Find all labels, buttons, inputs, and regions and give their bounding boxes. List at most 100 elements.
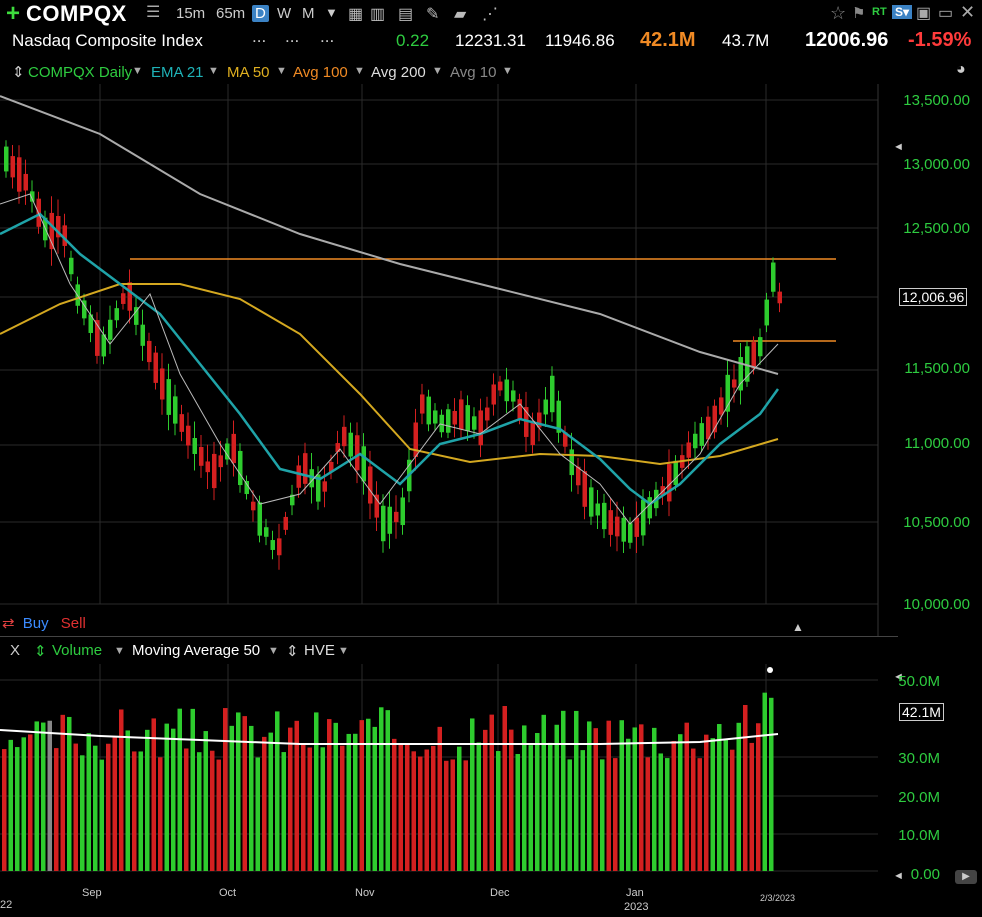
candle-body [433, 410, 438, 424]
avg10-line [0, 193, 779, 525]
volume-axis-bottom-marker-icon: ◄ [893, 870, 904, 879]
volume-bar [671, 741, 676, 871]
study-main[interactable]: COMPQX Daily [28, 63, 133, 81]
avg100-dropdown-icon[interactable]: ▼ [354, 65, 365, 77]
scroll-right-button[interactable]: ▶ [955, 870, 977, 884]
candle-body [56, 216, 61, 238]
top-toolbar: + COMPQX ☰ 15m 65m D W M ▼ ▦ ▥ ▤ ✎ ▰ ⋰ ☆… [0, 0, 982, 28]
timeframe-65m[interactable]: 65m [216, 5, 246, 22]
layout-icon[interactable]: ▤ [398, 6, 414, 23]
plus-icon[interactable]: + [6, 0, 21, 27]
candle-body [543, 399, 548, 415]
volume-bar [145, 729, 150, 871]
star-icon[interactable]: ☆ [830, 3, 847, 23]
study-main-dropdown-icon[interactable]: ▼ [132, 65, 143, 77]
timeframe-m[interactable]: M [302, 5, 315, 22]
candle-body [582, 471, 587, 507]
avg-volume-value: 43.7M [722, 31, 770, 50]
updown-arrows-icon[interactable]: ⇕ [12, 64, 25, 81]
candle-body [615, 516, 620, 537]
price-chart[interactable]: ◄ ▲ [0, 84, 982, 636]
hve-updown-icon[interactable]: ⇕ [286, 643, 299, 660]
sell-button[interactable]: Sell [60, 615, 86, 632]
candle-body [238, 450, 243, 486]
volume-label[interactable]: Volume [52, 642, 103, 659]
study-avg200[interactable]: Avg 200 [371, 63, 426, 81]
volume-bar [54, 748, 59, 871]
close-icon[interactable]: ✕ [960, 2, 976, 22]
buy-sell-icon[interactable]: ⇄ [2, 615, 15, 632]
volume-bar [366, 718, 371, 871]
volume-bar [67, 716, 72, 871]
dropdown-arrow-icon[interactable]: ▼ [325, 5, 338, 20]
volume-chart[interactable]: ◄ ◄ [0, 664, 982, 879]
symbol-title[interactable]: COMPQX [26, 1, 127, 26]
timeframe-d[interactable]: D [252, 5, 269, 22]
chart-type-icon[interactable]: ▦ [348, 6, 364, 23]
close-volume-button[interactable]: X [10, 642, 21, 659]
bars-icon[interactable]: ▥ [370, 6, 386, 23]
scroll-up-icon[interactable]: ▲ [792, 620, 804, 634]
last-price: 12006.96 [805, 29, 889, 51]
candle-body [628, 523, 633, 543]
save-icon[interactable]: ▣ [916, 5, 932, 22]
candle-body [459, 399, 464, 430]
study-ema21[interactable]: EMA 21 [151, 63, 204, 81]
timeframe-w[interactable]: W [277, 5, 292, 22]
palette-icon[interactable]: ◕ [956, 61, 966, 78]
hve-label[interactable]: HVE [304, 642, 335, 659]
candle-body [309, 469, 314, 488]
buy-button[interactable]: Buy [22, 615, 49, 632]
candle-body [563, 432, 568, 447]
avg10-dropdown-icon[interactable]: ▼ [502, 65, 513, 77]
candle-body [641, 499, 646, 536]
volume-bar [184, 748, 189, 871]
candle-body [485, 407, 490, 421]
volume-bar [15, 747, 20, 871]
menu-icon[interactable]: ☰ [146, 4, 161, 21]
volume-ma-label[interactable]: Moving Average 50 [132, 642, 261, 659]
volume-ma-dropdown-icon[interactable]: ▼ [268, 645, 279, 657]
pane-divider[interactable] [0, 636, 898, 637]
study-avg100[interactable]: Avg 100 [293, 63, 348, 81]
minimize-icon[interactable]: ▭ [938, 5, 954, 22]
timeframe-15m[interactable]: 15m [176, 5, 206, 22]
candle-body [589, 487, 594, 517]
study-ma50[interactable]: MA 50 [227, 63, 270, 81]
volume-bar [645, 757, 650, 871]
volume-bar [580, 750, 585, 871]
volume-dropdown-icon[interactable]: ▼ [114, 645, 125, 657]
volume-bar [756, 723, 761, 871]
share-icon[interactable]: ⋰ [482, 6, 498, 23]
s-icon[interactable]: S▾ [892, 5, 913, 19]
volume-bar [457, 746, 462, 871]
flag-icon[interactable]: ⚑ [852, 5, 866, 22]
pencil-icon[interactable]: ✎ [426, 6, 440, 23]
volume-bar [314, 712, 319, 871]
volume-bar [743, 704, 748, 871]
candle-body [764, 299, 769, 326]
candle-body [218, 455, 223, 468]
volume-bar [418, 756, 423, 871]
avg200-dropdown-icon[interactable]: ▼ [432, 65, 443, 77]
volume-bar [158, 757, 163, 871]
study-avg10[interactable]: Avg 10 [450, 63, 497, 81]
volume-bar [717, 724, 722, 871]
hve-dropdown-icon[interactable]: ▼ [338, 645, 349, 657]
candle-body [550, 375, 555, 413]
folder-icon[interactable]: ▰ [454, 6, 467, 23]
candle-body [621, 517, 626, 542]
axis-marker-icon: ◄ [893, 141, 904, 153]
volume-updown-icon[interactable]: ⇕ [34, 643, 47, 660]
candle-body [127, 282, 132, 311]
volume-bar [379, 707, 384, 871]
candle-body [264, 527, 269, 537]
ma50-dropdown-icon[interactable]: ▼ [276, 65, 287, 77]
volume-last-box: 42.1M [899, 703, 944, 721]
ema21-dropdown-icon[interactable]: ▼ [208, 65, 219, 77]
volume-bar [151, 718, 156, 871]
volume-bar [554, 724, 559, 871]
candle-body [10, 156, 15, 178]
volume-bar [99, 759, 104, 871]
volume-axis-30m: 30.0M [898, 750, 940, 767]
